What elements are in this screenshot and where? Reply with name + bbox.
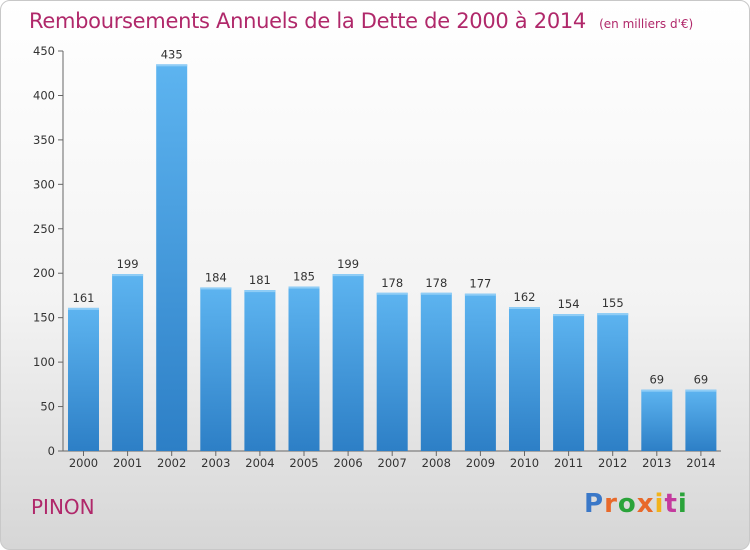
bar-2002 (156, 64, 188, 452)
y-tick-label: 100 (33, 355, 55, 369)
bar-2012 (597, 313, 629, 451)
y-tick-label: 450 (33, 44, 55, 58)
bar-2013 (641, 389, 673, 451)
x-tick-label: 2012 (598, 456, 627, 470)
bar-2001 (112, 274, 144, 451)
y-tick-label: 200 (33, 266, 55, 280)
x-tick-label: 2009 (466, 456, 495, 470)
bar-2010 (509, 307, 540, 451)
value-label: 184 (205, 270, 227, 284)
x-tick-label: 2003 (201, 456, 230, 470)
bar-top-edge (420, 292, 452, 295)
x-tick-label: 2002 (157, 456, 186, 470)
y-tick-label: 300 (33, 177, 55, 191)
bar-2003 (200, 287, 232, 451)
y-tick-label: 50 (40, 400, 55, 414)
bar-top-edge (509, 307, 540, 309)
bar-top-edge (376, 292, 408, 295)
x-tick-label: 2013 (642, 456, 671, 470)
bar-2009 (464, 293, 496, 451)
y-tick-label: 0 (48, 444, 55, 458)
bar-2007 (376, 292, 408, 451)
x-tick-label: 2005 (289, 456, 318, 470)
value-label: 435 (161, 47, 183, 61)
bar-top-edge (200, 287, 232, 290)
value-label: 69 (694, 373, 709, 387)
y-tick-label: 150 (33, 311, 55, 325)
bar-top-edge (685, 389, 717, 392)
value-label: 154 (558, 297, 580, 311)
bar-2014 (685, 389, 717, 451)
proxiti-logo: Proxiti (584, 489, 688, 519)
bar-2011 (553, 314, 585, 451)
bar-top-edge (597, 313, 629, 316)
bar-2008 (420, 292, 452, 451)
value-label: 185 (293, 270, 315, 284)
value-label: 177 (469, 277, 491, 291)
x-tick-label: 2014 (686, 456, 715, 470)
bar-top-edge (553, 314, 585, 317)
value-label: 181 (249, 273, 271, 287)
bar-top-edge (288, 286, 320, 289)
x-tick-label: 2004 (245, 456, 274, 470)
value-label: 161 (73, 291, 95, 305)
x-tick-label: 2010 (510, 456, 539, 470)
value-label: 162 (514, 290, 536, 304)
y-tick-label: 400 (33, 88, 55, 102)
commune-name: PINON (31, 495, 95, 519)
bar-top-edge (641, 389, 673, 392)
value-label: 199 (337, 257, 359, 271)
value-label: 178 (425, 276, 447, 290)
x-tick-label: 2001 (113, 456, 142, 470)
bar-top-edge (244, 290, 276, 293)
bar-2004 (244, 290, 276, 451)
bar-top-edge (332, 274, 364, 277)
x-tick-label: 2011 (554, 456, 583, 470)
x-tick-label: 2008 (422, 456, 451, 470)
bar-top-edge (156, 64, 188, 67)
x-tick-label: 2006 (333, 456, 362, 470)
bar-2000 (68, 307, 99, 451)
x-tick-label: 2007 (378, 456, 407, 470)
chart-title-row: Remboursements Annuels de la Dette de 20… (29, 9, 693, 33)
y-tick-label: 250 (33, 222, 55, 236)
bar-2005 (288, 286, 320, 451)
value-label: 69 (649, 373, 664, 387)
value-label: 155 (602, 296, 624, 310)
bar-2006 (332, 274, 364, 451)
bar-top-edge (464, 293, 496, 296)
value-label: 199 (117, 257, 139, 271)
bar-top-edge (68, 307, 99, 310)
bar-top-edge (112, 274, 144, 277)
value-label: 178 (381, 276, 403, 290)
chart-title: Remboursements Annuels de la Dette de 20… (29, 9, 586, 33)
x-tick-label: 2000 (69, 456, 98, 470)
y-tick-label: 350 (33, 133, 55, 147)
chart-subtitle: (en milliers d'€) (599, 17, 694, 31)
